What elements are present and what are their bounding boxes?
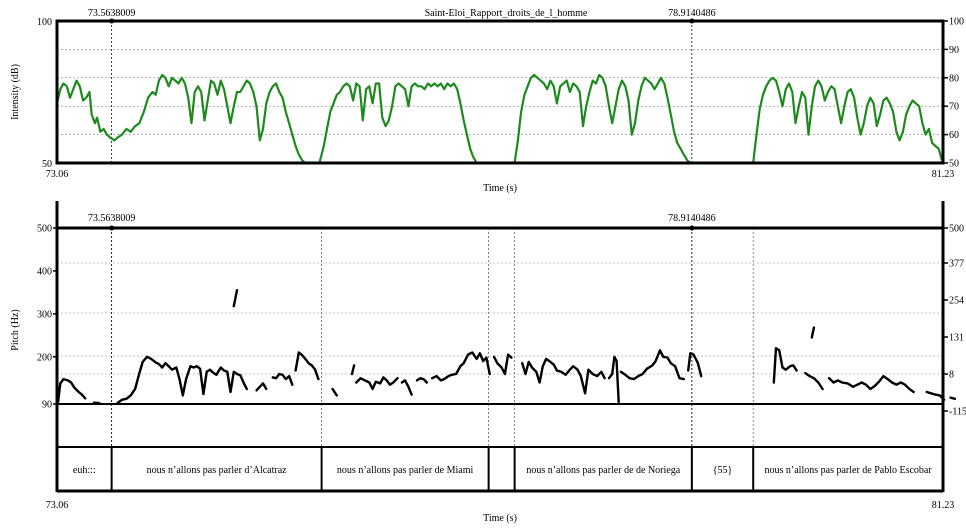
- intensity-y-max-label: 100: [37, 17, 52, 28]
- interval-label: euh:::: [73, 465, 96, 476]
- pitch-right-tick-label: 500: [949, 224, 964, 235]
- bottom-x-min-label: 73.06: [46, 500, 69, 511]
- interval-label: {55}: [713, 465, 733, 476]
- pitch-right-axis: 500 377 254 131 8 -115: [943, 224, 966, 418]
- intensity-panel: Saint-Eloi_Rapport_droits_de_l_homme 73.…: [10, 8, 964, 194]
- pitch-series-line: [333, 389, 337, 395]
- intensity-right-tick-label: 100: [949, 17, 964, 28]
- pitch-series-line: [432, 353, 490, 381]
- pitch-left-tick-label: 400: [37, 266, 52, 277]
- pitch-right-tick-label: 377: [949, 259, 964, 270]
- pitch-right-tick-label: 254: [949, 296, 964, 307]
- bottom-x-max-label: 81.23: [932, 500, 955, 511]
- intensity-series-line: [57, 75, 305, 163]
- intensity-right-tick-label: 70: [949, 102, 959, 113]
- intensity-frame: [57, 21, 943, 163]
- pitch-cursor-time-label: 73.5638009: [88, 213, 136, 224]
- pitch-series-line: [951, 398, 955, 399]
- pitch-left-axis: 500 400 300 200 90: [37, 224, 57, 411]
- pitch-series-line: [417, 378, 427, 382]
- intensity-right-tick-label: 80: [949, 73, 959, 84]
- interval-label: nous n’allons pas parler de Pablo Escoba…: [765, 465, 933, 476]
- pitch-right-tick-label: -115: [949, 407, 966, 418]
- pitch-series-line: [296, 353, 319, 380]
- pitch-left-tick-label: 300: [37, 309, 52, 320]
- intensity-x-axis-label: Time (s): [483, 183, 517, 194]
- intensity-series-line: [753, 78, 942, 163]
- pitch-series-line: [58, 379, 85, 402]
- pitch-series-line: [812, 328, 814, 338]
- pitch-series-line: [805, 373, 822, 389]
- pitch-series-line: [273, 374, 293, 385]
- pitch-series-line: [118, 357, 247, 403]
- intensity-series-line: [319, 84, 480, 164]
- pitch-series-line: [402, 380, 412, 394]
- pitch-cursors[interactable]: 73.5638009 78.9140486: [88, 213, 716, 492]
- pitch-series-line: [494, 355, 511, 374]
- pitch-series-line: [356, 377, 397, 389]
- pitch-series-line: [774, 348, 797, 382]
- pitch-right-tick-label: 8: [949, 370, 954, 381]
- intensity-right-tick-label: 90: [949, 45, 959, 56]
- intensity-right-tick-label: 50: [949, 159, 959, 170]
- pitch-series-line: [688, 353, 701, 376]
- pitch-series-line: [257, 383, 267, 390]
- intensity-curve: [57, 75, 942, 163]
- pitch-series-line: [927, 392, 944, 400]
- intensity-cursor-time-label: 78.9140486: [668, 8, 716, 19]
- intensity-right-tick-label: 60: [949, 130, 959, 141]
- pitch-right-tick-label: 131: [949, 333, 964, 344]
- interval-boundaries-pitch: [112, 228, 754, 447]
- pitch-left-tick-label: 200: [37, 352, 52, 363]
- pitch-series-line: [621, 350, 684, 379]
- chart-title: Saint-Eloi_Rapport_droits_de_l_homme: [425, 8, 588, 19]
- textgrid-tier: euh:::nous n’allons pas parler d’Alcatra…: [46, 404, 955, 524]
- pitch-series-line: [609, 357, 619, 402]
- intensity-series-line: [515, 75, 693, 163]
- pitch-series-line: [234, 290, 237, 306]
- intensity-cursor-time-label: 73.5638009: [88, 8, 136, 19]
- pitch-contour: [58, 290, 955, 403]
- pitch-series-line: [352, 365, 354, 374]
- interval-label: nous n’allons pas parler d’Alcatraz: [147, 465, 288, 476]
- pitch-y-axis-label: Pitch (Hz): [10, 309, 21, 350]
- pitch-series-line: [522, 359, 604, 393]
- pitch-cursor-time-label: 78.9140486: [668, 213, 716, 224]
- bottom-x-axis-label: Time (s): [483, 513, 517, 524]
- intensity-x-max-label: 81.23: [932, 169, 955, 180]
- intensity-right-axis: 100 90 80 70 60 50: [943, 17, 964, 170]
- interval-label: nous n’allons pas parler de de Noriega: [526, 465, 680, 476]
- interval-label: nous n’allons pas parler de Miami: [337, 465, 474, 476]
- pitch-series-line: [829, 376, 914, 392]
- intensity-x-min-label: 73.06: [46, 169, 69, 180]
- pitch-left-tick-label: 90: [42, 400, 52, 411]
- pitch-gridlines: [57, 263, 943, 374]
- tier-intervals[interactable]: euh:::nous n’allons pas parler d’Alcatra…: [73, 447, 932, 491]
- pitch-left-tick-label: 500: [37, 224, 52, 235]
- intensity-y-axis-label: Intensity (dB): [10, 64, 21, 120]
